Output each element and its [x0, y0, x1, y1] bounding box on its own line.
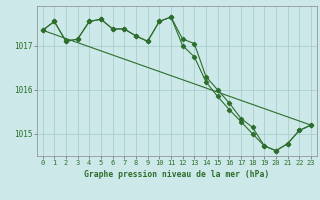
- X-axis label: Graphe pression niveau de la mer (hPa): Graphe pression niveau de la mer (hPa): [84, 170, 269, 179]
